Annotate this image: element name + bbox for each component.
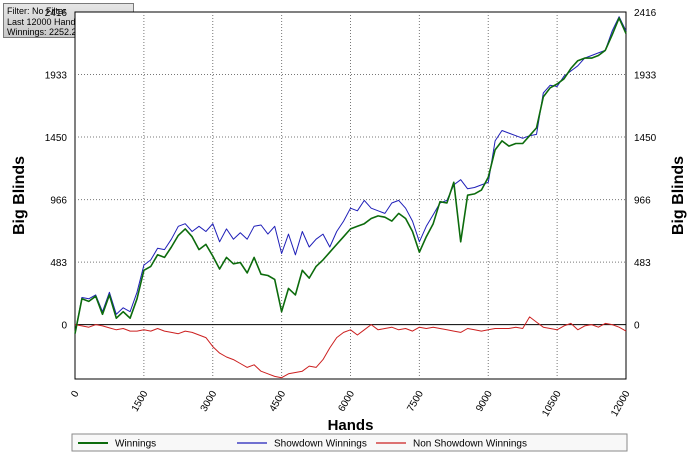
x-tick-label: 1500 [130,389,151,414]
legend-label: Winnings [115,439,156,450]
legend-label: Showdown Winnings [274,439,367,450]
x-tick-label: 10500 [540,389,564,419]
x-tick-label: 4500 [268,389,289,414]
y-tick-label-right: 0 [634,321,640,332]
y-axis-title-left: Big Blinds [11,156,28,235]
series-line [74,17,627,334]
y-tick-label: 966 [50,196,67,207]
legend-box [71,433,628,452]
y-tick-label: 0 [61,321,67,332]
y-tick-label-right: 2416 [634,8,657,19]
series-line [74,316,627,379]
legend-label: Non Showdown Winnings [413,439,527,450]
y-tick-label: 2416 [45,8,68,19]
x-axis-title: Hands [328,417,374,434]
y-tick-label: 1933 [45,71,68,82]
y-tick-label: 483 [50,258,67,269]
x-tick-label: 7500 [405,389,426,414]
x-tick-label: 3000 [199,389,220,414]
y-axis-title-right: Big Blinds [670,156,687,235]
x-tick-label: 6000 [336,389,357,414]
y-tick-label: 1450 [45,133,68,144]
series-line [74,16,627,334]
hands-text: Last 12000 Hands [7,16,81,27]
winnings-text: Winnings: 2252.2 Big Blinds [7,27,120,37]
x-tick-label: 0 [69,389,82,400]
y-tick-label-right: 966 [634,196,651,207]
x-tick-label: 9000 [474,389,495,414]
x-tick-label: 12000 [609,389,633,419]
filter-text: Filter: No Filter [7,6,67,16]
legend: Winnings Showdown Winnings Non Showdown Wi… [71,433,628,452]
y-tick-label-right: 1450 [634,133,657,144]
y-tick-label-right: 483 [634,258,651,269]
y-tick-label-right: 1933 [634,71,657,82]
